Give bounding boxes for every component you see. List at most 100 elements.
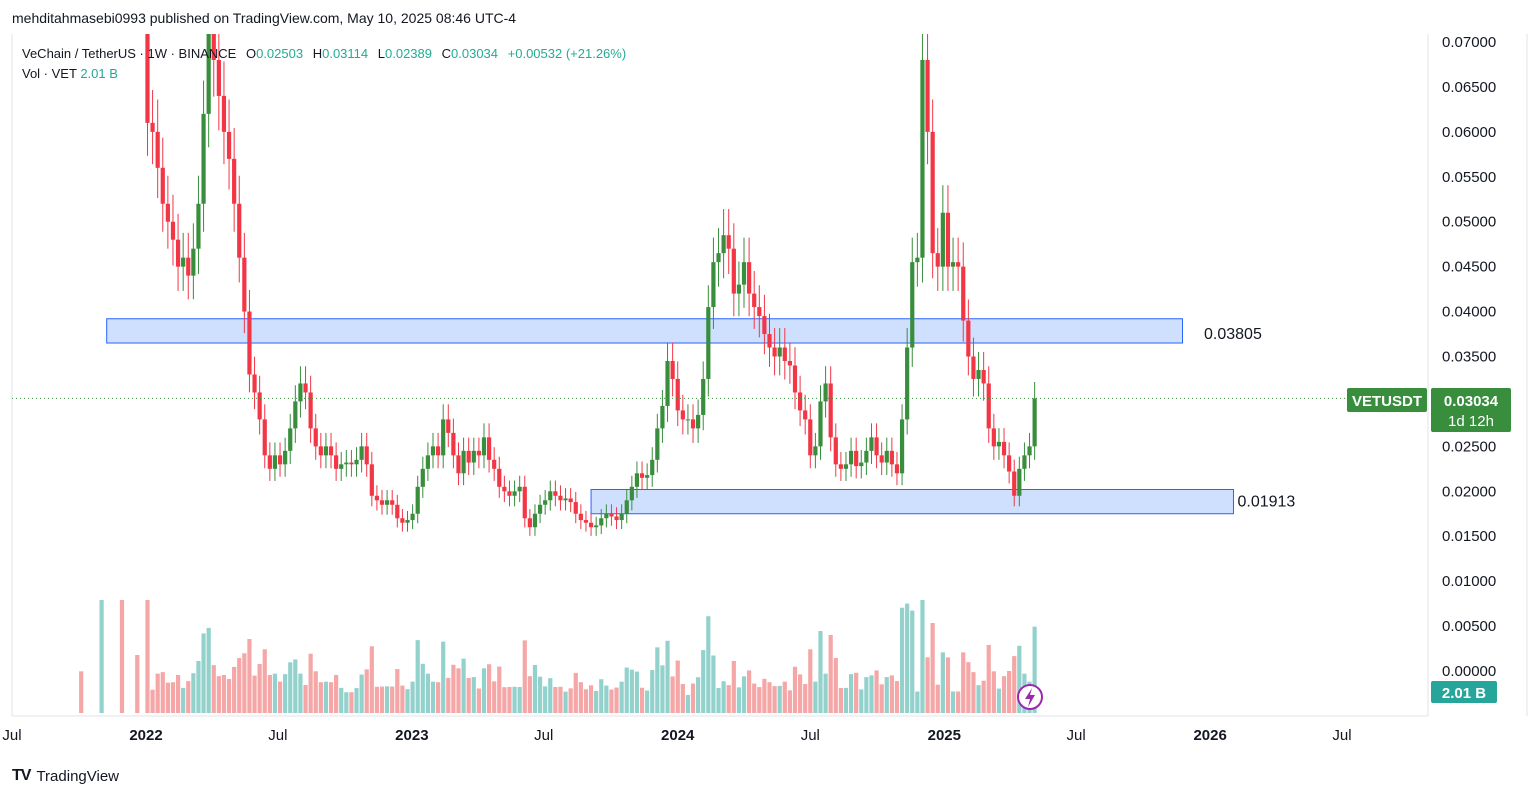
candle-body: [583, 520, 589, 523]
volume-bar: [1032, 626, 1037, 713]
candle-body: [323, 446, 329, 456]
symbol-tag[interactable]: [1347, 388, 1427, 412]
time-tick-label: Jul: [2, 727, 21, 744]
candle-body: [430, 446, 436, 456]
candle-body: [956, 262, 961, 267]
volume-bar: [237, 658, 242, 713]
candle-body: [165, 203, 170, 222]
open-value: 0.02503: [256, 46, 304, 61]
candle-body: [226, 131, 232, 159]
volume-bar: [655, 647, 660, 713]
candle-body: [792, 365, 798, 393]
candle-body: [446, 419, 451, 433]
volume-bar: [1007, 671, 1012, 713]
zone-box-1[interactable]: [106, 318, 1183, 344]
volume-label[interactable]: Vol · VET: [22, 66, 77, 81]
volume-bar: [843, 687, 849, 713]
candle-body: [344, 462, 349, 465]
volume-tag[interactable]: [1431, 681, 1497, 703]
price-tick-label: 0.01000: [1442, 573, 1496, 590]
candle-body: [522, 486, 527, 519]
candle-body: [899, 419, 905, 474]
volume-bar: [639, 687, 645, 713]
volume-bar: [604, 685, 609, 713]
volume-bar: [79, 671, 84, 713]
volume-bar: [226, 679, 232, 713]
candle-body: [634, 473, 640, 487]
time-tick-label: 2022: [129, 727, 162, 744]
candle-body: [884, 450, 889, 463]
volume-bar: [568, 688, 573, 713]
volume-bar: [884, 677, 889, 713]
candle-body: [619, 513, 624, 521]
volume-bar: [186, 681, 191, 713]
published-line: mehditahmasebi0993 published on TradingV…: [12, 10, 517, 26]
volume-bar: [390, 686, 395, 713]
candle-body: [910, 262, 915, 348]
volume-bar: [935, 684, 940, 713]
volume-bar: [966, 662, 971, 713]
volume-bar: [1017, 645, 1022, 713]
candle-body: [762, 316, 767, 335]
candle-body: [803, 410, 808, 420]
volume-bar: [548, 678, 553, 713]
candle-body: [435, 446, 441, 456]
candle-body: [532, 513, 538, 528]
volume-bar: [537, 676, 543, 713]
volume-bar: [512, 686, 517, 713]
candle-body: [232, 158, 237, 204]
volume-tag-value: 2.01 B: [1442, 685, 1486, 702]
symbol-name[interactable]: VeChain / TetherUS · 1W · BINANCE: [22, 46, 237, 61]
candle-body: [420, 468, 425, 487]
volume-bar: [435, 682, 441, 713]
candle-body: [639, 473, 645, 478]
price-tag-value: 0.03034: [1444, 393, 1499, 410]
volume-bar: [385, 686, 390, 713]
candle-body: [471, 450, 476, 463]
candle-body: [991, 428, 996, 447]
volume-bar: [430, 681, 436, 713]
candle-body: [1012, 471, 1017, 496]
zone-box-2[interactable]: [590, 488, 1234, 515]
volume-bar: [456, 668, 461, 713]
volume-layer: [79, 600, 1037, 713]
candle-body: [879, 455, 884, 463]
candle-body: [181, 257, 186, 267]
price-tag[interactable]: [1431, 388, 1511, 432]
candle-body: [237, 203, 242, 258]
candle-body: [466, 450, 471, 463]
candle-body: [568, 498, 573, 503]
candle-body: [650, 459, 655, 476]
candle-body: [252, 374, 257, 393]
candle-body: [339, 464, 344, 469]
volume-bar: [221, 675, 227, 713]
time-tick-label: 2023: [395, 727, 428, 744]
volume-bar: [145, 600, 150, 713]
volume-bar: [277, 681, 283, 713]
candle-body: [497, 468, 502, 487]
volume-bar: [578, 682, 583, 713]
candle-body: [915, 257, 920, 263]
candle-body: [1017, 468, 1022, 496]
volume-bar: [374, 686, 380, 713]
candle-body: [930, 131, 935, 254]
candle-body: [558, 495, 563, 501]
volume-bar: [772, 686, 777, 713]
candle-body: [925, 59, 930, 132]
lightning-bolt-icon: [1025, 688, 1035, 707]
candle-body: [823, 383, 828, 402]
price-tick-label: 0.06000: [1442, 124, 1496, 141]
tradingview-brand[interactable]: TV TradingView: [12, 767, 119, 785]
time-tick-label: 2025: [928, 727, 961, 744]
volume-bar: [415, 640, 420, 713]
time-tick-label: 2024: [661, 727, 695, 744]
candle-body: [492, 459, 497, 469]
volume-bar: [379, 686, 385, 713]
volume-bar: [216, 676, 221, 713]
candle-body: [940, 212, 945, 267]
candle-body: [675, 378, 680, 411]
symbol-legend: VeChain / TetherUS · 1W · BINANCE O0.025…: [22, 46, 627, 61]
volume-bar: [135, 655, 140, 713]
volume-bar: [675, 660, 680, 713]
